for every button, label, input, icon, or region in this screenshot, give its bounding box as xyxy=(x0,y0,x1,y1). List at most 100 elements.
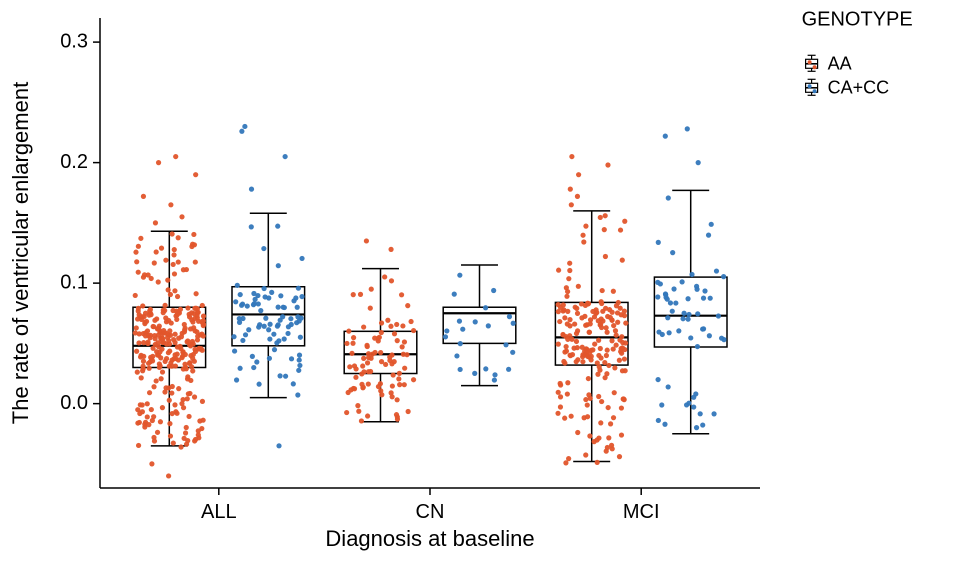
data-point xyxy=(142,319,147,324)
data-point xyxy=(136,308,141,313)
data-point xyxy=(266,327,271,332)
data-point xyxy=(503,342,508,347)
data-point xyxy=(555,411,560,416)
data-point xyxy=(282,305,287,310)
data-point-outlier xyxy=(141,194,146,199)
data-point xyxy=(368,356,373,361)
data-point xyxy=(155,430,160,435)
legend-item-label: AA xyxy=(828,53,852,73)
data-point xyxy=(392,331,397,336)
data-point xyxy=(656,418,661,423)
data-point xyxy=(171,252,176,257)
data-point xyxy=(171,440,176,445)
data-point xyxy=(592,341,597,346)
data-point xyxy=(365,360,370,365)
data-point xyxy=(680,316,685,321)
data-point xyxy=(655,294,660,299)
data-point xyxy=(605,348,610,353)
data-point xyxy=(165,278,170,283)
data-point xyxy=(251,291,256,296)
data-point xyxy=(608,315,613,320)
data-point xyxy=(138,314,143,319)
data-point xyxy=(665,315,670,320)
data-point xyxy=(167,398,172,403)
data-point xyxy=(606,363,611,368)
data-point xyxy=(483,366,488,371)
data-point xyxy=(176,336,181,341)
data-point xyxy=(443,334,448,339)
data-point xyxy=(276,305,281,310)
data-point xyxy=(172,271,177,276)
data-point xyxy=(359,371,364,376)
data-point xyxy=(565,380,570,385)
data-point xyxy=(134,325,139,330)
data-point xyxy=(396,376,401,381)
data-point xyxy=(376,338,381,343)
data-point xyxy=(140,402,145,407)
data-point xyxy=(606,405,611,410)
data-point xyxy=(558,404,563,409)
data-point xyxy=(351,292,356,297)
data-point xyxy=(243,332,248,337)
data-point xyxy=(289,356,294,361)
data-point-outlier xyxy=(193,172,198,177)
data-point xyxy=(670,250,675,255)
data-point xyxy=(191,325,196,330)
data-point xyxy=(702,288,707,293)
data-point xyxy=(506,367,511,372)
data-point xyxy=(201,333,206,338)
data-point xyxy=(257,382,262,387)
data-point xyxy=(166,338,171,343)
data-point xyxy=(149,276,154,281)
data-point xyxy=(681,311,686,316)
data-point xyxy=(160,336,165,341)
data-point xyxy=(655,377,660,382)
data-point xyxy=(574,339,579,344)
data-point xyxy=(275,224,280,229)
data-point xyxy=(174,317,179,322)
data-point xyxy=(171,262,176,267)
data-point xyxy=(605,330,610,335)
data-point xyxy=(142,272,147,277)
data-point xyxy=(239,303,244,308)
data-point xyxy=(344,341,349,346)
data-point xyxy=(388,324,393,329)
data-point xyxy=(565,321,570,326)
data-point xyxy=(157,365,162,370)
data-point xyxy=(350,341,355,346)
data-point xyxy=(276,338,281,343)
x-tick-label: MCI xyxy=(623,501,660,523)
data-point xyxy=(693,391,698,396)
data-point xyxy=(655,280,660,285)
data-point xyxy=(353,375,358,380)
data-point-outlier xyxy=(575,194,580,199)
data-point xyxy=(400,323,405,328)
data-point xyxy=(614,333,619,338)
data-point xyxy=(580,233,585,238)
data-point xyxy=(582,314,587,319)
data-point xyxy=(175,294,180,299)
data-point xyxy=(178,444,183,449)
data-point xyxy=(616,300,621,305)
data-point xyxy=(139,375,144,380)
data-point xyxy=(719,336,724,341)
data-point xyxy=(201,322,206,327)
data-point xyxy=(561,308,566,313)
data-point xyxy=(173,332,178,337)
data-point xyxy=(234,377,239,382)
data-point xyxy=(721,274,726,279)
data-point xyxy=(295,305,300,310)
data-point xyxy=(608,421,613,426)
data-point xyxy=(609,338,614,343)
data-point xyxy=(192,394,197,399)
data-point xyxy=(346,329,351,334)
data-point xyxy=(275,324,280,329)
data-point xyxy=(161,308,166,313)
data-point xyxy=(160,369,165,374)
data-point xyxy=(511,321,516,326)
data-point xyxy=(397,382,402,387)
data-point xyxy=(587,330,592,335)
data-point xyxy=(185,305,190,310)
data-point xyxy=(158,419,163,424)
data-point xyxy=(564,344,569,349)
